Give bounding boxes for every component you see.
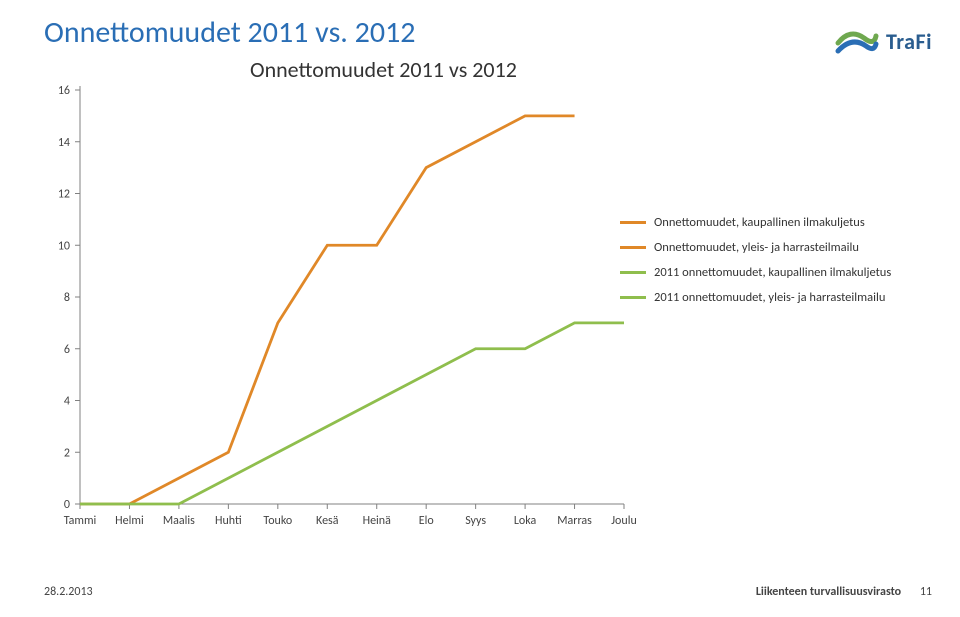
legend-swatch <box>620 221 646 224</box>
svg-text:Syys: Syys <box>465 514 486 528</box>
footer-org-text: Liikenteen turvallisuusvirasto <box>756 585 901 599</box>
page-title: Onnettomuudet 2011 vs. 2012 <box>44 14 415 51</box>
legend-swatch <box>620 271 646 274</box>
legend-item: Onnettomuudet, kaupallinen ilmakuljetus <box>620 215 891 230</box>
legend-label: Onnettomuudet, yleis- ja harrasteilmailu <box>654 240 859 255</box>
svg-text:12: 12 <box>58 188 70 202</box>
legend-label: 2011 onnettomuudet, yleis- ja harrasteil… <box>654 290 885 305</box>
legend-label: Onnettomuudet, kaupallinen ilmakuljetus <box>654 215 865 230</box>
legend-label: 2011 onnettomuudet, kaupallinen ilmakulj… <box>654 265 891 280</box>
svg-text:16: 16 <box>58 84 70 98</box>
svg-text:Joulu: Joulu <box>611 514 637 528</box>
legend-swatch <box>620 296 646 299</box>
svg-text:Heinä: Heinä <box>363 514 392 528</box>
svg-text:Kesä: Kesä <box>316 514 339 528</box>
svg-text:Huhti: Huhti <box>215 514 242 528</box>
svg-text:0: 0 <box>64 498 70 512</box>
svg-text:10: 10 <box>58 239 70 253</box>
svg-text:8: 8 <box>64 291 70 305</box>
svg-text:Maalis: Maalis <box>163 514 195 528</box>
legend-item: 2011 onnettomuudet, yleis- ja harrasteil… <box>620 290 891 305</box>
legend-item: Onnettomuudet, yleis- ja harrasteilmailu <box>620 240 891 255</box>
logo-mark-icon <box>834 18 880 64</box>
svg-text:6: 6 <box>64 343 70 357</box>
svg-text:2: 2 <box>64 446 70 460</box>
logo-text: TraFi <box>886 28 932 55</box>
svg-text:Tammi: Tammi <box>64 514 97 528</box>
legend-swatch <box>620 246 646 249</box>
page-number: 11 <box>920 585 932 599</box>
chart-legend: Onnettomuudet, kaupallinen ilmakuljetus O… <box>620 215 891 315</box>
brand-logo: TraFi <box>834 18 932 64</box>
svg-text:Touko: Touko <box>263 514 292 528</box>
svg-text:Helmi: Helmi <box>115 514 144 528</box>
svg-text:Loka: Loka <box>514 514 537 528</box>
footer-date: 28.2.2013 <box>44 585 93 599</box>
svg-text:14: 14 <box>58 136 70 150</box>
svg-text:Marras: Marras <box>557 514 592 528</box>
svg-text:Elo: Elo <box>419 514 434 528</box>
legend-item: 2011 onnettomuudet, kaupallinen ilmakulj… <box>620 265 891 280</box>
svg-text:4: 4 <box>64 395 70 409</box>
footer-org: Liikenteen turvallisuusvirasto 11 <box>756 585 932 599</box>
